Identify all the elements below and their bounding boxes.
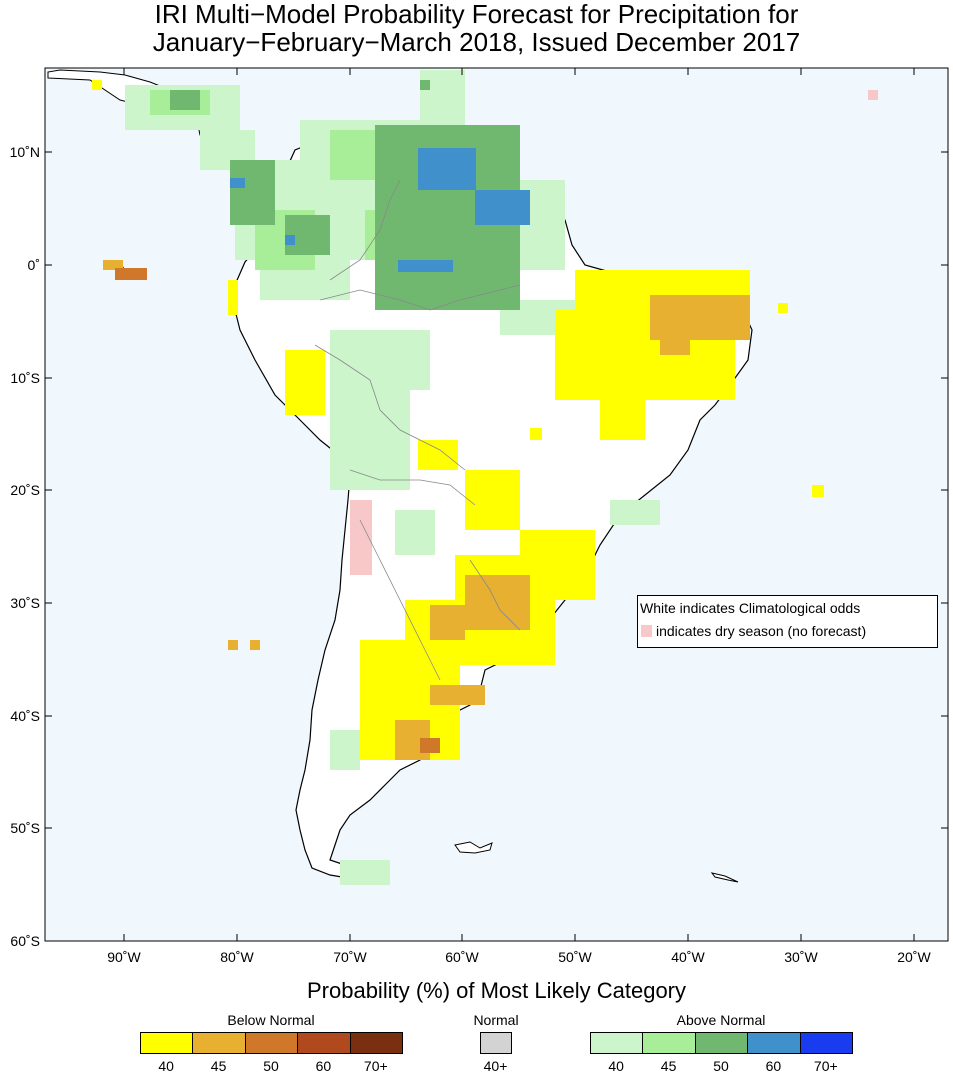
lon-label-30w: 30˚W [784, 949, 818, 965]
lon-label-90w: 90˚W [107, 949, 141, 965]
below-normal-50-regions [115, 268, 440, 753]
lat-label-40s: 40˚S [10, 708, 40, 724]
normal-swatch-label-0: 40+ [483, 1058, 508, 1074]
lat-label-30s: 30˚S [10, 595, 40, 611]
lat-label-50s: 50˚S [10, 820, 40, 836]
lon-ticks [123, 68, 915, 941]
lon-label-70w: 70˚W [333, 949, 367, 965]
lat-label-10s: 10˚S [10, 370, 40, 386]
lon-label-60w: 60˚W [445, 949, 479, 965]
below-swatch-label-0: 40 [158, 1058, 174, 1074]
falkland-islands [454, 841, 493, 854]
above-swatch-2 [694, 1032, 749, 1054]
above-swatch-4 [799, 1032, 853, 1054]
south-georgia [710, 872, 739, 883]
above-swatch-label-4: 70+ [813, 1058, 838, 1074]
map-legend-box: White indicates Climatological odds indi… [637, 595, 938, 648]
below-swatch-label-3: 60 [315, 1058, 332, 1074]
lat-ticks [45, 151, 948, 829]
above-normal-label: Above Normal [676, 1012, 766, 1028]
normal-label: Normal [473, 1012, 519, 1028]
above-swatch-label-1: 45 [660, 1058, 677, 1074]
lat-label-10n: 10˚N [9, 144, 40, 160]
map-title-line1: IRI Multi−Model Probability Forecast for… [154, 0, 799, 29]
below-swatch-label-1: 45 [210, 1058, 227, 1074]
dry-season-regions [350, 90, 878, 575]
lon-label-20w: 20˚W [897, 949, 931, 965]
map-frame [44, 67, 949, 942]
above-swatch-label-3: 60 [765, 1058, 782, 1074]
climatology-note: White indicates Climatological odds [640, 600, 861, 616]
country-borders [314, 179, 521, 681]
above-swatch-label-0: 40 [608, 1058, 624, 1074]
below-swatch-3 [297, 1032, 351, 1054]
above-swatch-0 [590, 1032, 644, 1054]
normal-swatch-0 [480, 1032, 512, 1054]
above-swatch-1 [642, 1032, 696, 1054]
lon-label-80w: 80˚W [220, 949, 254, 965]
dry-season-note: indicates dry season (no forecast) [656, 623, 867, 639]
above-swatch-label-2: 50 [713, 1058, 729, 1074]
above-normal-60-regions [230, 148, 530, 272]
below-swatch-2 [244, 1032, 299, 1054]
lat-label-20s: 20˚S [10, 482, 40, 498]
below-swatch-0 [140, 1032, 194, 1054]
below-swatch-label-4: 70+ [363, 1058, 388, 1074]
below-swatch-1 [192, 1032, 246, 1054]
above-swatch-3 [747, 1032, 801, 1054]
below-normal-45-regions [103, 260, 750, 760]
lat-label-0: 0˚ [27, 257, 40, 273]
lon-label-50w: 50˚W [558, 949, 592, 965]
dry-season-swatch [641, 625, 652, 637]
colorbar-title: Probability (%) of Most Likely Category [306, 978, 687, 1003]
map-title-line2: January−February−March 2018, Issued Dece… [152, 27, 801, 57]
lat-label-60s: 60˚S [10, 933, 40, 949]
below-normal-label: Below Normal [227, 1012, 315, 1028]
lon-label-40w: 40˚W [671, 949, 705, 965]
below-swatch-4 [349, 1032, 403, 1054]
below-swatch-label-2: 50 [263, 1058, 279, 1074]
